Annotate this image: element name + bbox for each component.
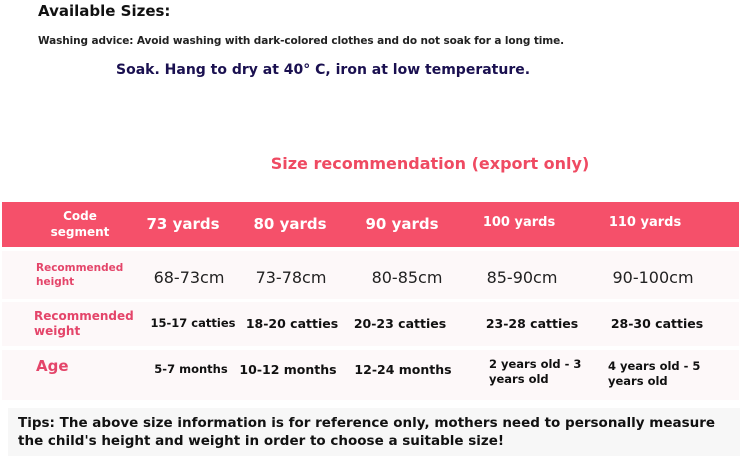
weight-value: 20-23 catties	[353, 316, 447, 331]
height-value: 68-73cm	[153, 268, 225, 287]
header-code-segment: Code segment	[50, 209, 110, 239]
header-cell: 90 yards	[365, 215, 439, 233]
height-value: 80-85cm	[371, 268, 443, 287]
row-label: Age	[36, 357, 69, 375]
header-cell: 100 yards	[482, 215, 556, 230]
table-row-age: Age 5-7 months 10-12 months 12-24 months…	[2, 350, 739, 400]
available-sizes-heading: Available Sizes:	[38, 2, 171, 20]
table-header: Code segment 73 yards 80 yards 90 yards …	[2, 202, 739, 247]
age-value: 12-24 months	[354, 362, 452, 377]
age-value: 10-12 months	[239, 362, 337, 377]
header-cell: 73 yards	[146, 215, 220, 233]
height-value: 85-90cm	[486, 268, 558, 287]
age-value: 5-7 months	[154, 362, 228, 376]
weight-value: 18-20 catties	[245, 316, 339, 331]
table-row-weight: Recommended weight 15-17 catties 18-20 c…	[2, 302, 739, 346]
height-value: 73-78cm	[255, 268, 327, 287]
tips-note: Tips: The above size information is for …	[8, 408, 740, 456]
weight-value: 15-17 catties	[150, 316, 236, 330]
header-cell: 80 yards	[253, 215, 327, 233]
row-label: Recommended weight	[34, 309, 134, 338]
age-value: 4 years old - 5 years old	[608, 359, 701, 388]
care-instructions: Soak. Hang to dry at 40° C, iron at low …	[116, 62, 531, 78]
age-value: 2 years old - 3 years old	[489, 357, 582, 386]
row-label: Recommended height	[36, 262, 124, 288]
size-table-title: Size recommendation (export only)	[270, 154, 590, 173]
table-row-height: Recommended height 68-73cm 73-78cm 80-85…	[2, 251, 739, 299]
height-value: 90-100cm	[612, 268, 694, 287]
weight-value: 23-28 catties	[485, 316, 579, 331]
header-cell: 110 yards	[608, 215, 682, 230]
washing-advice: Washing advice: Avoid washing with dark-…	[38, 35, 565, 47]
weight-value: 28-30 catties	[610, 316, 704, 331]
